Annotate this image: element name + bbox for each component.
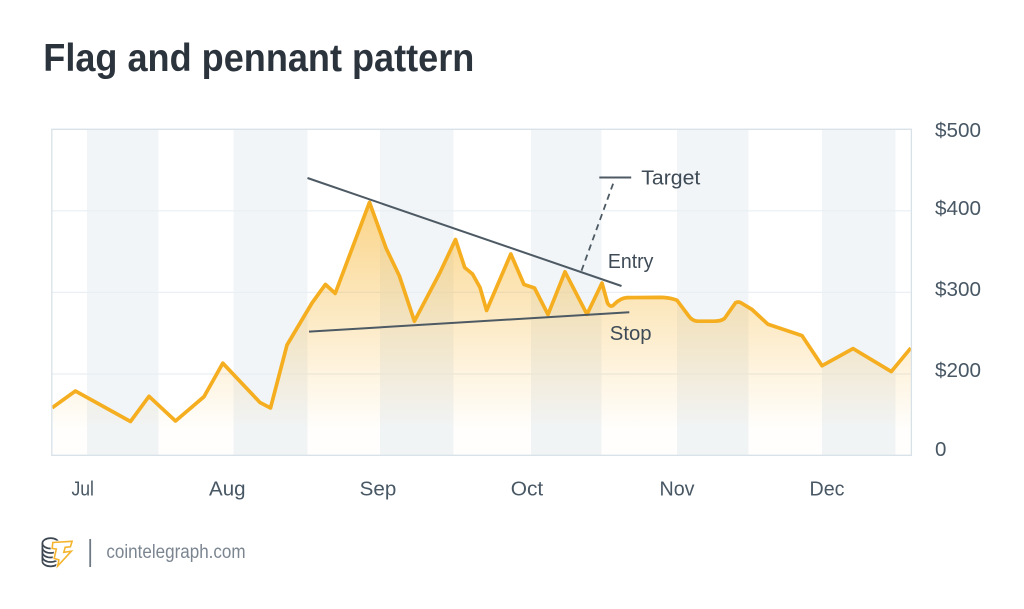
svg-text:$500: $500 (935, 119, 981, 142)
svg-text:$400: $400 (935, 197, 981, 220)
svg-text:Flag and pennant pattern: Flag and pennant pattern (43, 37, 474, 80)
svg-text:Target: Target (641, 166, 700, 189)
svg-text:Sep: Sep (360, 477, 397, 500)
svg-text:Oct: Oct (511, 477, 544, 500)
svg-text:$200: $200 (935, 359, 981, 382)
svg-text:Jul: Jul (71, 477, 94, 500)
svg-text:Entry: Entry (608, 250, 654, 273)
svg-text:Dec: Dec (810, 477, 845, 500)
svg-text:cointelegraph.com: cointelegraph.com (106, 542, 245, 563)
svg-text:Aug: Aug (209, 477, 246, 500)
svg-text:$300: $300 (935, 278, 981, 301)
svg-text:0: 0 (935, 438, 946, 461)
svg-text:Stop: Stop (610, 322, 652, 345)
svg-text:Nov: Nov (660, 477, 696, 500)
